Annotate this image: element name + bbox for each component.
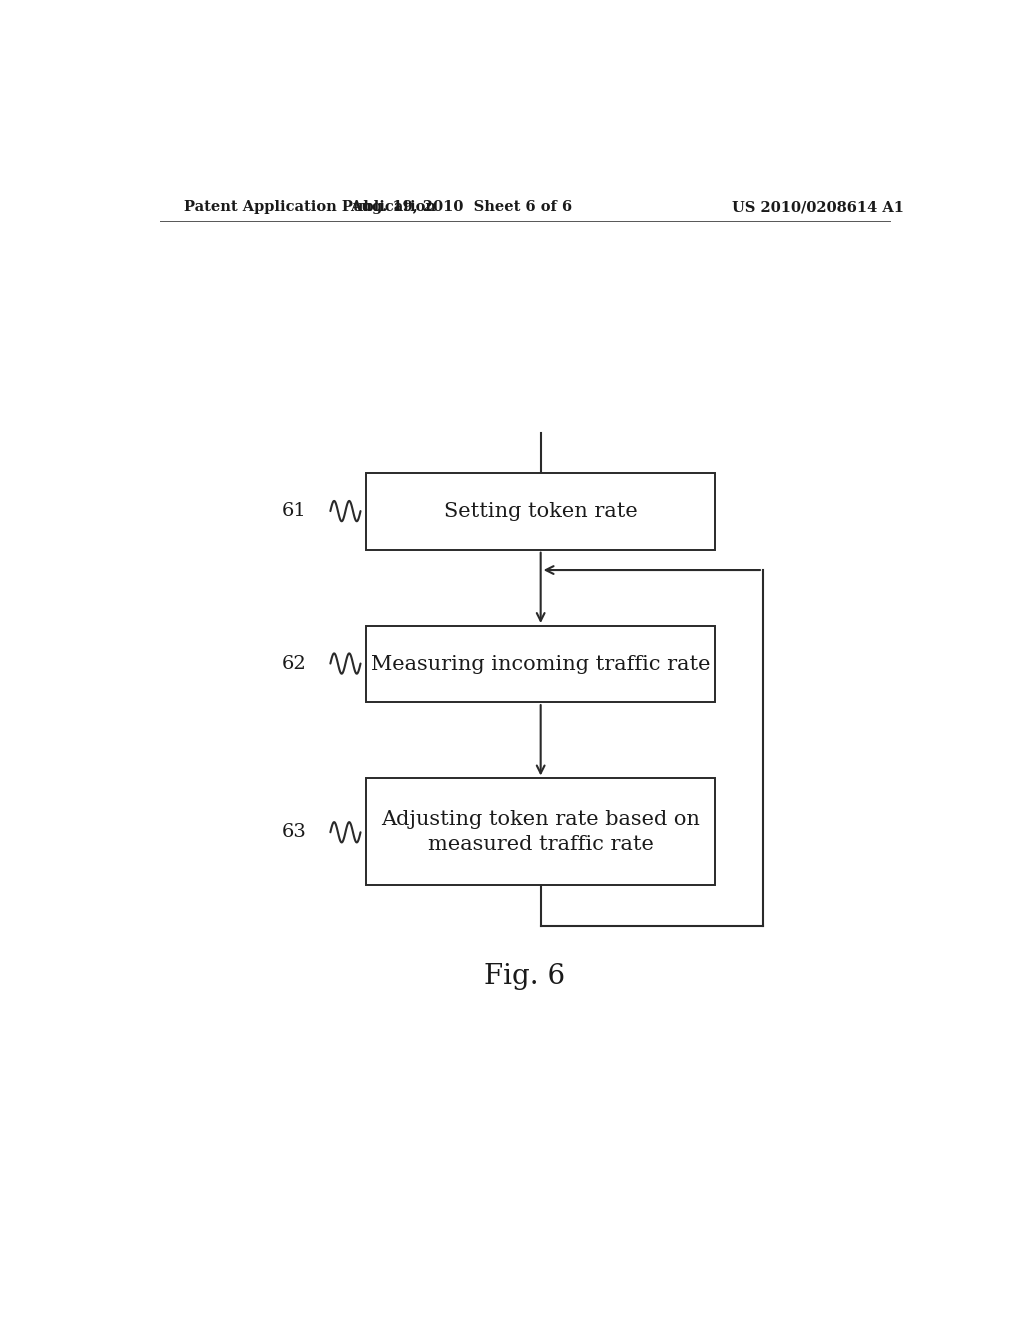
- Text: 62: 62: [282, 655, 306, 673]
- Text: 63: 63: [282, 824, 306, 841]
- Bar: [367, 779, 715, 886]
- Text: Aug. 19, 2010  Sheet 6 of 6: Aug. 19, 2010 Sheet 6 of 6: [350, 201, 572, 214]
- Text: 61: 61: [282, 502, 306, 520]
- Bar: [367, 626, 715, 702]
- Text: Fig. 6: Fig. 6: [484, 964, 565, 990]
- Text: Patent Application Publication: Patent Application Publication: [183, 201, 435, 214]
- Text: US 2010/0208614 A1: US 2010/0208614 A1: [732, 201, 904, 214]
- Text: Setting token rate: Setting token rate: [443, 502, 638, 521]
- Bar: [367, 474, 715, 549]
- Text: Adjusting token rate based on
measured traffic rate: Adjusting token rate based on measured t…: [381, 809, 700, 854]
- Text: Measuring incoming traffic rate: Measuring incoming traffic rate: [371, 655, 711, 673]
